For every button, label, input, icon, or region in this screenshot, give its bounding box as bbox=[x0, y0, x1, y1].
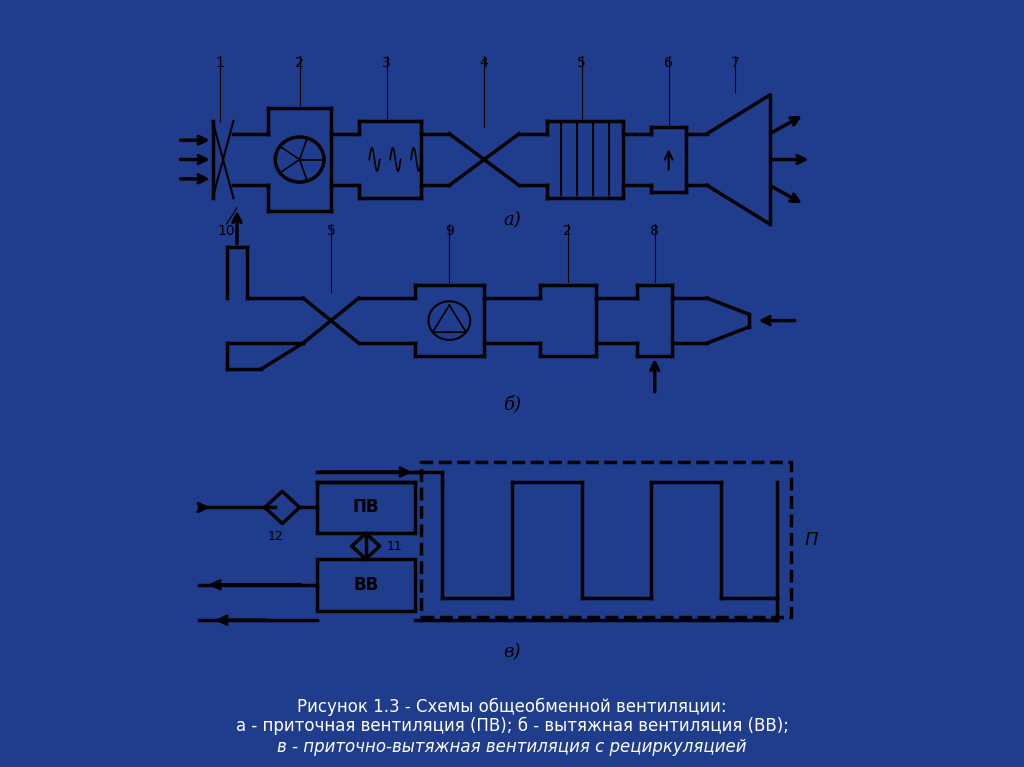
Text: 1: 1 bbox=[215, 57, 224, 71]
Text: 6: 6 bbox=[665, 57, 673, 71]
Text: ВВ: ВВ bbox=[353, 576, 379, 594]
Text: 2: 2 bbox=[295, 57, 304, 71]
Text: 11: 11 bbox=[387, 540, 402, 552]
Text: 5: 5 bbox=[327, 224, 335, 238]
Text: 4: 4 bbox=[480, 57, 488, 71]
Text: а): а) bbox=[503, 211, 521, 229]
Text: а - приточная вентиляция (ПВ); б - вытяжная вентиляция (ВВ);: а - приточная вентиляция (ПВ); б - вытяж… bbox=[236, 717, 788, 736]
Text: в): в) bbox=[503, 643, 521, 660]
Text: ПВ: ПВ bbox=[352, 499, 379, 516]
Text: б): б) bbox=[503, 395, 521, 413]
Text: 9: 9 bbox=[444, 224, 454, 238]
Text: в - приточно-вытяжная вентиляция с рециркуляцией: в - приточно-вытяжная вентиляция с рецир… bbox=[278, 738, 746, 755]
Text: 7: 7 bbox=[730, 57, 739, 71]
Text: 10: 10 bbox=[218, 224, 236, 238]
Text: Рисунок 1.3 - Схемы общеобменной вентиляции:: Рисунок 1.3 - Схемы общеобменной вентиля… bbox=[297, 698, 727, 716]
Text: 8: 8 bbox=[650, 224, 659, 238]
Text: 3: 3 bbox=[382, 57, 391, 71]
Text: 5: 5 bbox=[578, 57, 586, 71]
Bar bbox=[317, 559, 415, 611]
Bar bbox=[422, 463, 791, 617]
Text: П: П bbox=[805, 531, 818, 548]
Bar bbox=[317, 482, 415, 533]
Text: 12: 12 bbox=[267, 530, 283, 543]
Text: 2: 2 bbox=[563, 224, 572, 238]
